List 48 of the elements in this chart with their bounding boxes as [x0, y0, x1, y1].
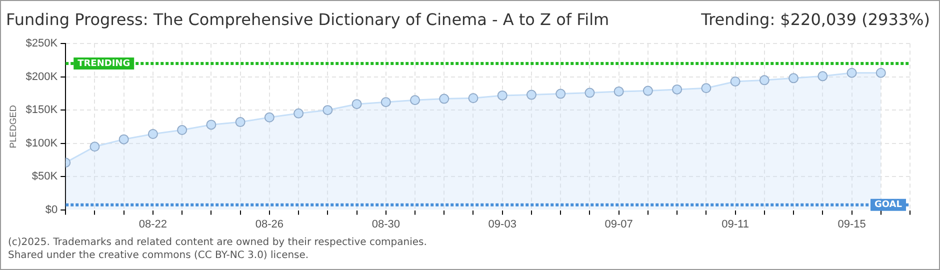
point: [352, 99, 362, 110]
point: [380, 97, 391, 108]
x-tick-label: 08-30: [372, 218, 400, 230]
point: [294, 108, 304, 118]
point: [818, 71, 828, 82]
chart-subtitle: Trending: $220,039 (2933%): [701, 10, 930, 29]
x-tick-label: 08-22: [138, 218, 168, 230]
x-tick-label: 09-03: [488, 218, 516, 230]
point: [526, 90, 536, 100]
x-tick-label: 09-07: [604, 218, 633, 230]
point: [235, 117, 246, 128]
y-tick-label: $200K: [26, 70, 58, 83]
point: [701, 83, 712, 94]
y-tick-label: $0: [45, 204, 58, 216]
x-tick-label: 09-15: [838, 218, 866, 230]
y-tick-label: $250K: [26, 38, 58, 50]
point: [556, 88, 566, 99]
point: [468, 93, 478, 104]
point: [206, 120, 216, 130]
point: [148, 129, 158, 140]
point: [759, 75, 770, 86]
point: [177, 125, 188, 136]
y-tick-label: $50K: [32, 170, 58, 183]
y-tick-label: $150K: [26, 104, 58, 116]
point: [322, 105, 333, 116]
point: [614, 86, 624, 96]
point: [730, 76, 740, 86]
point: [672, 84, 682, 94]
point: [788, 73, 799, 84]
point: [584, 88, 595, 98]
y-axis-title: PLEDGED: [8, 104, 18, 148]
point: [642, 86, 653, 96]
point: [876, 68, 886, 78]
chart-title: Funding Progress: The Comprehensive Dictionary of Cinema - A to Z of Film: [6, 10, 610, 29]
point: [439, 94, 450, 104]
text: (c)2025. Trademarks and related content are owned by their respective companies.: [8, 236, 427, 249]
x-tick-label: 08-26: [255, 218, 284, 230]
text: Shared under the creative commons (CC BY-NC 3.0) license.: [8, 249, 310, 262]
y-tick-label: $100K: [26, 137, 58, 150]
point: [410, 95, 420, 106]
point: [846, 68, 857, 78]
ref-line-label: TRENDING: [78, 58, 130, 69]
point: [264, 112, 274, 122]
ref-line-label: GOAL: [874, 200, 902, 210]
x-tick-label: 09-11: [722, 218, 749, 230]
point: [90, 142, 100, 152]
point: [497, 90, 508, 100]
point: [118, 134, 129, 144]
